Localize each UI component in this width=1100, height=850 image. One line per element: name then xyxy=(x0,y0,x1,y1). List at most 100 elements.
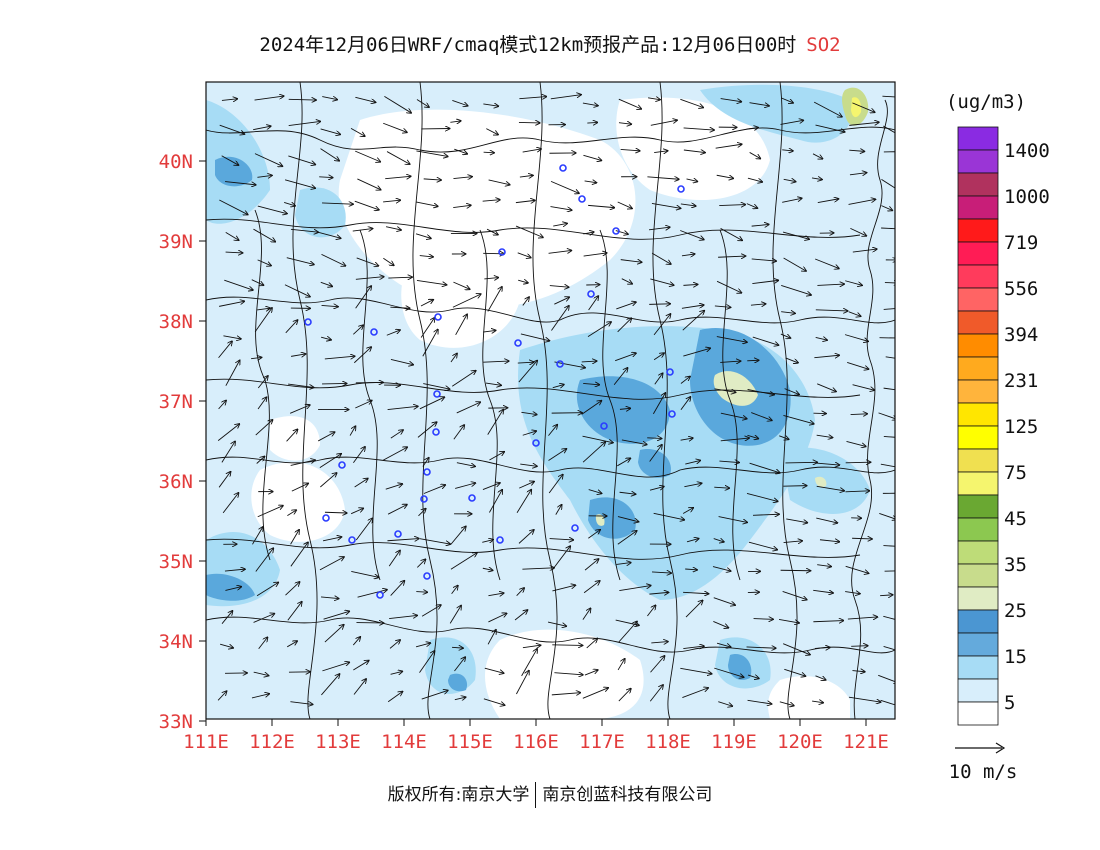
wind-arrow xyxy=(715,144,742,149)
wind-arrow xyxy=(223,335,240,339)
wind-arrow xyxy=(751,259,776,261)
wind-arrow xyxy=(683,646,704,649)
wind-arrow xyxy=(880,699,895,706)
legend-swatch xyxy=(957,195,999,220)
wind-arrow xyxy=(520,333,550,341)
wind-arrow xyxy=(883,615,895,620)
wind-arrow xyxy=(483,361,508,362)
wind-arrow xyxy=(714,667,743,677)
legend-swatch xyxy=(957,149,999,174)
wind-arrow xyxy=(322,203,353,204)
wind-arrow xyxy=(786,518,807,523)
wind-arrow xyxy=(881,205,892,211)
wind-reference: 10 m/s xyxy=(949,742,1017,783)
wind-arrow xyxy=(782,198,802,203)
wind-arrow xyxy=(686,539,699,542)
wind-arrow xyxy=(357,590,387,598)
wind-arrow xyxy=(883,308,895,310)
wind-arrow xyxy=(483,698,505,705)
wind-arrow xyxy=(778,619,799,622)
wind-arrow xyxy=(654,151,667,153)
wind-arrow xyxy=(846,441,866,446)
wind-arrow xyxy=(812,701,823,703)
wind-arrow xyxy=(255,548,273,572)
wind-arrow xyxy=(849,173,867,175)
wind-arrow xyxy=(421,605,441,617)
wind-arrow xyxy=(751,412,772,421)
wind-arrow xyxy=(225,252,243,253)
wind-arrow xyxy=(615,230,628,235)
wind-arrow xyxy=(647,438,661,439)
wind-arrow xyxy=(581,361,597,362)
wind-arrow xyxy=(551,306,568,331)
wind-arrow xyxy=(423,485,445,494)
wind-arrow xyxy=(256,457,265,464)
wind-arrow xyxy=(548,475,563,494)
wind-arrow xyxy=(453,425,464,440)
wind-arrow xyxy=(551,546,570,571)
legend-swatch xyxy=(957,494,999,519)
wind-arrow xyxy=(554,673,582,675)
legend-swatch xyxy=(957,517,999,542)
wind-arrow xyxy=(521,412,536,414)
wind-arrow xyxy=(617,458,630,467)
legend-swatch xyxy=(957,471,999,496)
wind-arrow xyxy=(387,505,407,515)
wind-arrow xyxy=(453,177,471,179)
wind-arrow xyxy=(321,674,339,696)
legend-swatch xyxy=(957,540,999,565)
wind-arrow xyxy=(352,229,373,232)
wind-arrow xyxy=(288,383,313,387)
wind-arrow xyxy=(583,383,599,384)
lon-tick-label: 115E xyxy=(447,731,493,753)
wind-arrow xyxy=(684,483,701,488)
wind-arrow xyxy=(783,486,806,487)
wind-arrow xyxy=(880,595,892,596)
wind-arrow xyxy=(321,253,345,265)
wind-arrow xyxy=(217,691,226,701)
wind-arrow xyxy=(780,120,803,125)
legend-level-label: 1000 xyxy=(1004,186,1050,208)
wind-arrow xyxy=(851,646,867,647)
wind-arrow xyxy=(588,489,602,494)
wind-arrow xyxy=(680,230,704,240)
wind-arrow xyxy=(619,408,630,409)
wind-arrow xyxy=(422,330,438,357)
wind-arrow xyxy=(683,128,714,130)
wind-arrow xyxy=(454,697,466,700)
wind-arrow xyxy=(221,99,237,101)
wind-arrow xyxy=(257,376,268,389)
wind-arrow xyxy=(320,148,340,161)
wind-arrow xyxy=(713,621,728,627)
legend-swatch xyxy=(957,678,999,703)
wind-arrow xyxy=(683,592,708,593)
wind-arrow xyxy=(483,330,495,332)
wind-arrow xyxy=(285,582,299,596)
wind-arrow xyxy=(519,97,546,99)
wind-arrow xyxy=(852,384,875,391)
wind-arrow xyxy=(582,608,591,620)
wind-arrow xyxy=(848,696,881,702)
legend-level-label: 15 xyxy=(1004,646,1027,668)
wind-arrow xyxy=(588,205,614,207)
wind-arrow xyxy=(219,199,247,215)
wind-arrow xyxy=(651,642,668,643)
lat-tick-label: 36N xyxy=(159,471,193,493)
wind-arrow xyxy=(719,205,745,206)
wind-arrow xyxy=(454,657,465,672)
wind-arrow xyxy=(811,178,822,180)
wind-arrow xyxy=(783,541,803,543)
wind-arrow xyxy=(257,259,271,266)
wind-arrow xyxy=(648,98,660,100)
wind-arrow xyxy=(685,600,703,618)
wind-arrow xyxy=(719,461,739,462)
wind-arrow xyxy=(320,473,336,488)
wind-arrow xyxy=(552,385,564,388)
wind-arrow xyxy=(716,336,747,343)
wind-arrow xyxy=(682,688,708,698)
plot-area xyxy=(206,82,895,719)
wind-arrow xyxy=(257,175,272,177)
wind-arrow xyxy=(253,671,269,675)
wind-arrow xyxy=(848,199,876,205)
wind-arrow xyxy=(881,178,895,189)
